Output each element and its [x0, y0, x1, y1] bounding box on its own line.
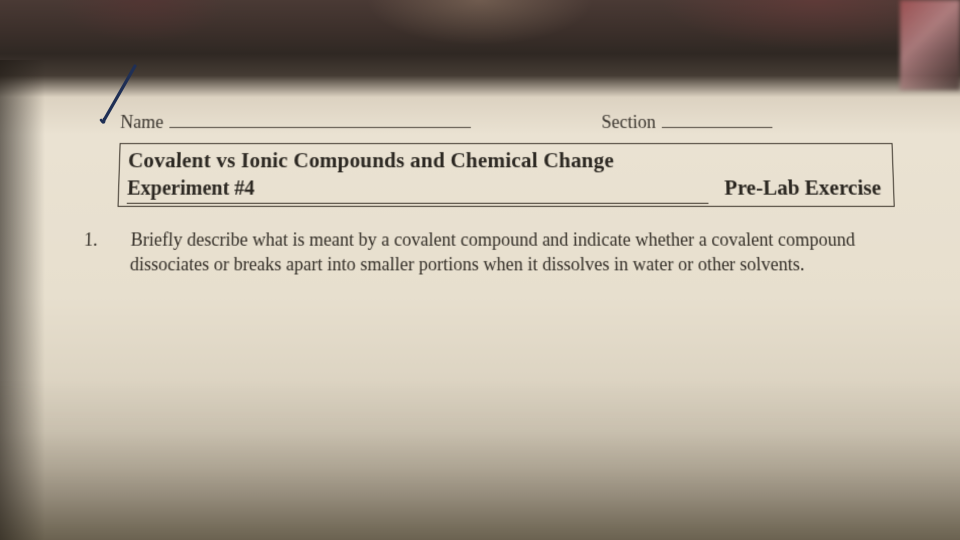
photo-scene: Name Section Covalent vs Ionic Compounds…: [0, 0, 960, 540]
name-label: Name: [120, 112, 164, 133]
name-blank-line: [169, 113, 471, 128]
title-subrow: Experiment #4 Pre-Lab Exercise: [127, 175, 886, 200]
question-1: 1. Briefly describe what is meant by a c…: [81, 227, 869, 277]
header-fields-row: Name Section: [120, 112, 902, 133]
worksheet-paper: Name Section Covalent vs Ionic Compounds…: [8, 70, 960, 540]
title-underline: [127, 203, 709, 204]
title-box: Covalent vs Ionic Compounds and Chemical…: [118, 143, 895, 207]
section-blank-line: [662, 113, 773, 128]
prelab-label: Pre-Lab Exercise: [724, 175, 885, 200]
question-number: 1.: [81, 227, 125, 277]
question-text: Briefly describe what is meant by a cova…: [123, 227, 868, 277]
worksheet-title: Covalent vs Ionic Compounds and Chemical…: [128, 148, 885, 173]
section-label: Section: [601, 112, 655, 133]
experiment-number: Experiment #4: [127, 177, 255, 200]
